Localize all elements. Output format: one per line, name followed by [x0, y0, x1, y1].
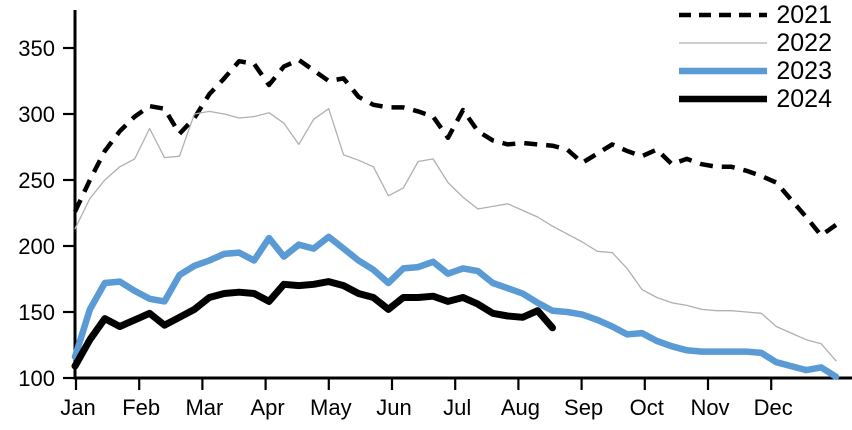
x-tick-label: Dec — [754, 395, 793, 420]
legend-item-2022: 2022 — [677, 29, 832, 57]
x-tick-label: Mar — [185, 395, 223, 420]
series-line-2021 — [72, 57, 838, 238]
legend: 2021 2022 2023 2024 — [677, 1, 832, 113]
legend-label-2021: 2021 — [776, 1, 832, 29]
x-tick-label: Jul — [443, 395, 471, 420]
y-tick-label: 100 — [18, 366, 55, 391]
x-tick-label: Jun — [376, 395, 411, 420]
series-line-2024 — [71, 278, 556, 370]
y-tick-label: 150 — [18, 300, 55, 325]
x-tick-label: Jan — [60, 395, 95, 420]
y-tick-label: 200 — [18, 234, 55, 259]
y-tick-label: 350 — [18, 36, 55, 61]
legend-item-2024: 2024 — [677, 85, 832, 113]
x-tick-label: Sep — [564, 395, 603, 420]
legend-line-sample-2021 — [679, 12, 768, 18]
x-tick-label: Apr — [250, 395, 284, 420]
series-line-2022 — [74, 108, 837, 362]
legend-line-sample-2022 — [679, 42, 768, 44]
y-tick-label: 300 — [18, 102, 55, 127]
y-tick-label: 250 — [18, 168, 55, 193]
x-tick-label: Nov — [690, 395, 729, 420]
x-tick-label: Oct — [630, 395, 664, 420]
legend-label-2024: 2024 — [776, 85, 832, 113]
x-tick-label: May — [310, 395, 352, 420]
legend-line-sample-2024 — [679, 95, 768, 103]
legend-line-sample-2023 — [679, 67, 768, 75]
legend-item-2023: 2023 — [677, 57, 832, 85]
legend-label-2023: 2023 — [776, 57, 832, 85]
legend-label-2022: 2022 — [776, 29, 832, 57]
legend-item-2021: 2021 — [677, 1, 832, 29]
series-line-2023 — [71, 233, 840, 380]
x-tick-label: Feb — [122, 395, 160, 420]
x-tick-label: Aug — [501, 395, 540, 420]
